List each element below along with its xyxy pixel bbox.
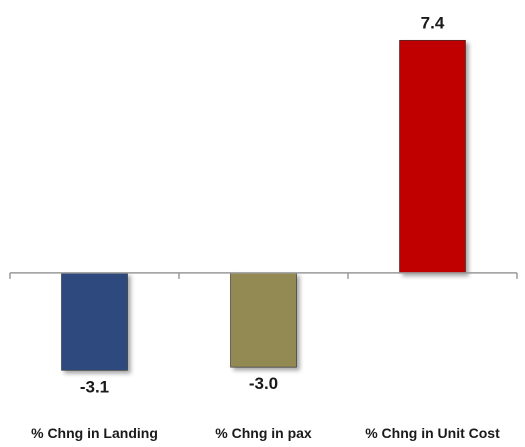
category-label: % Chng in pax — [215, 425, 312, 441]
bar — [399, 39, 466, 274]
category-label: % Chng in Landing — [31, 425, 158, 441]
value-labels-group: -3.1 -3.0 7.4 — [80, 13, 445, 396]
bars-group — [61, 39, 466, 371]
data-label: -3.0 — [249, 374, 278, 393]
category-label: % Chng in Unit Cost — [365, 425, 500, 441]
data-label: 7.4 — [421, 13, 445, 32]
axis-ticks-group — [9, 272, 518, 279]
bar — [230, 272, 297, 368]
data-label: -3.1 — [80, 377, 109, 396]
category-labels-group: % Chng in Landing % Chng in pax % Chng in … — [31, 425, 500, 441]
bar — [61, 272, 128, 371]
